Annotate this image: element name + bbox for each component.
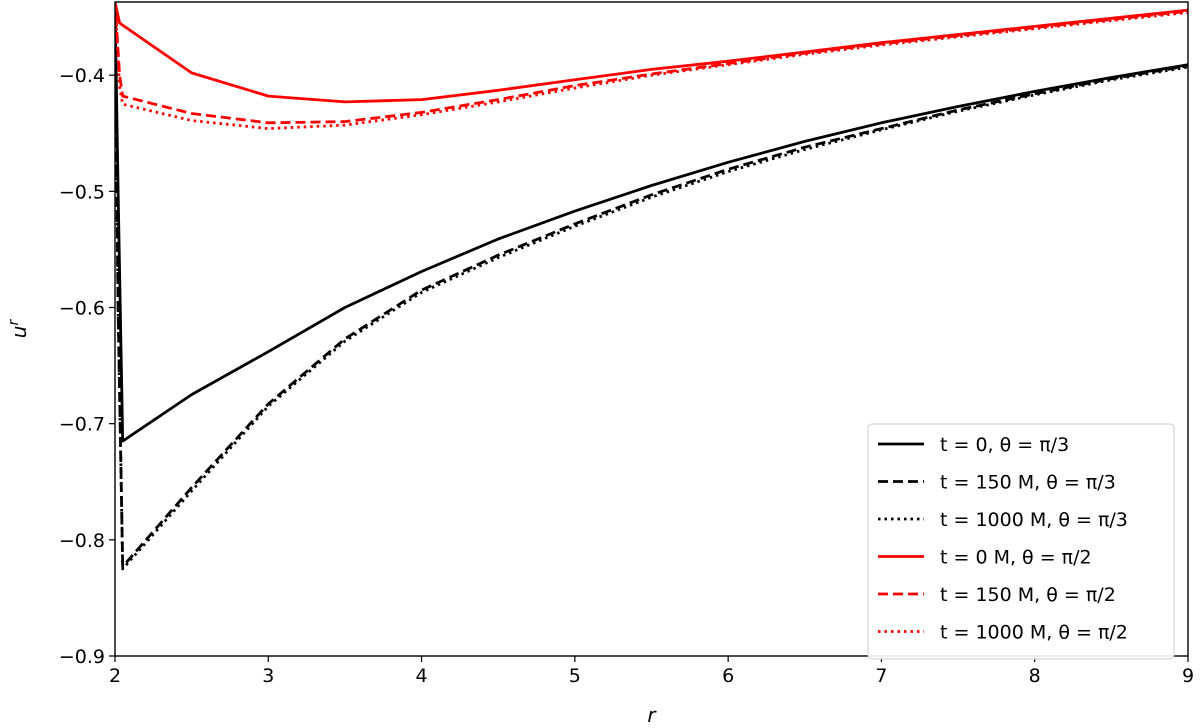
y-tick-label: −0.4 bbox=[59, 65, 105, 87]
y-tick-label: −0.7 bbox=[59, 414, 105, 436]
x-tick-label: 2 bbox=[109, 665, 121, 687]
y-axis-ticks: −0.9 −0.8 −0.7 −0.6 −0.5 −0.4 bbox=[59, 65, 115, 668]
legend-label-5: t = 150 M, θ = π/2 bbox=[940, 584, 1116, 606]
legend: t = 0, θ = π/3 t = 150 M, θ = π/3 t = 1000… bbox=[867, 423, 1175, 660]
y-tick-label: −0.9 bbox=[59, 646, 105, 668]
legend-label-3: t = 1000 M, θ = π/3 bbox=[940, 509, 1128, 531]
legend-label-4: t = 0 M, θ = π/2 bbox=[940, 547, 1092, 569]
x-tick-label: 4 bbox=[416, 665, 428, 687]
y-axis-label: ur bbox=[6, 319, 31, 339]
legend-label-1: t = 0, θ = π/3 bbox=[940, 434, 1069, 456]
x-tick-label: 3 bbox=[262, 665, 274, 687]
plot-lines bbox=[115, 2, 1188, 571]
x-tick-label: 9 bbox=[1182, 665, 1194, 687]
x-tick-label: 8 bbox=[1029, 665, 1041, 687]
y-tick-label: −0.5 bbox=[59, 181, 105, 203]
x-tick-label: 7 bbox=[875, 665, 887, 687]
y-tick-label: −0.8 bbox=[59, 530, 105, 552]
series-line-2 bbox=[115, 2, 1188, 568]
x-axis-ticks: 2 3 4 5 6 7 8 9 bbox=[109, 656, 1194, 687]
legend-label-6: t = 1000 M, θ = π/2 bbox=[940, 622, 1128, 644]
series-line-6 bbox=[115, 2, 1188, 131]
series-line-5 bbox=[115, 2, 1188, 125]
x-axis-label: r bbox=[647, 703, 657, 727]
series-line-1 bbox=[115, 2, 1188, 443]
plot-frame bbox=[114, 1, 1189, 657]
y-axis-label-superscript: r bbox=[6, 319, 22, 326]
x-tick-label: 5 bbox=[569, 665, 581, 687]
legend-label-2: t = 150 M, θ = π/3 bbox=[940, 472, 1116, 494]
y-tick-label: −0.6 bbox=[59, 298, 105, 320]
series-line-4 bbox=[115, 2, 1188, 104]
x-tick-label: 6 bbox=[722, 665, 734, 687]
legend-box bbox=[867, 423, 1175, 660]
